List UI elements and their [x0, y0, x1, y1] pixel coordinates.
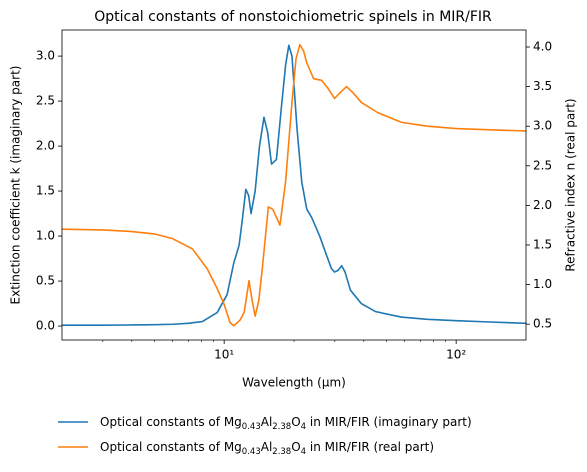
chart-title: Optical constants of nonstoichiometric s… [94, 9, 492, 25]
y-tick-label: 1.5 [36, 184, 55, 198]
y2-tick-label: 2.5 [533, 158, 552, 172]
y-tick-label: 0.0 [36, 319, 55, 333]
y2-tick-label: 4.0 [533, 40, 552, 54]
x-tick-label: 10¹ [214, 348, 234, 362]
y2-tick-label: 1.0 [533, 277, 552, 291]
y2-axis-label: Refractive index n (real part) [564, 98, 578, 271]
y2-tick-label: 1.5 [533, 237, 552, 251]
y-tick-label: 2.0 [36, 139, 55, 153]
y-tick-label: 2.5 [36, 94, 55, 108]
y2-tick-label: 3.0 [533, 119, 552, 133]
data-line [62, 44, 526, 326]
y-tick-label: 3.0 [36, 49, 55, 63]
y2-tick-label: 0.5 [533, 317, 552, 331]
x-axis-label: Wavelength (μm) [242, 376, 346, 390]
legend-label: Optical constants of Mg0.43Al2.38O4 in M… [100, 415, 472, 432]
y-tick-label: 1.0 [36, 229, 55, 243]
y-tick-label: 0.5 [36, 274, 55, 288]
y2-tick-label: 3.5 [533, 79, 552, 93]
legend-label: Optical constants of Mg0.43Al2.38O4 in M… [100, 440, 434, 457]
data-line [62, 43, 526, 327]
x-tick-label: 10² [446, 348, 466, 362]
y-axis-label: Extinction coefficient k (imaginary part… [9, 66, 23, 305]
y2-tick-label: 2.0 [533, 198, 552, 212]
plot-frame [61, 29, 527, 341]
